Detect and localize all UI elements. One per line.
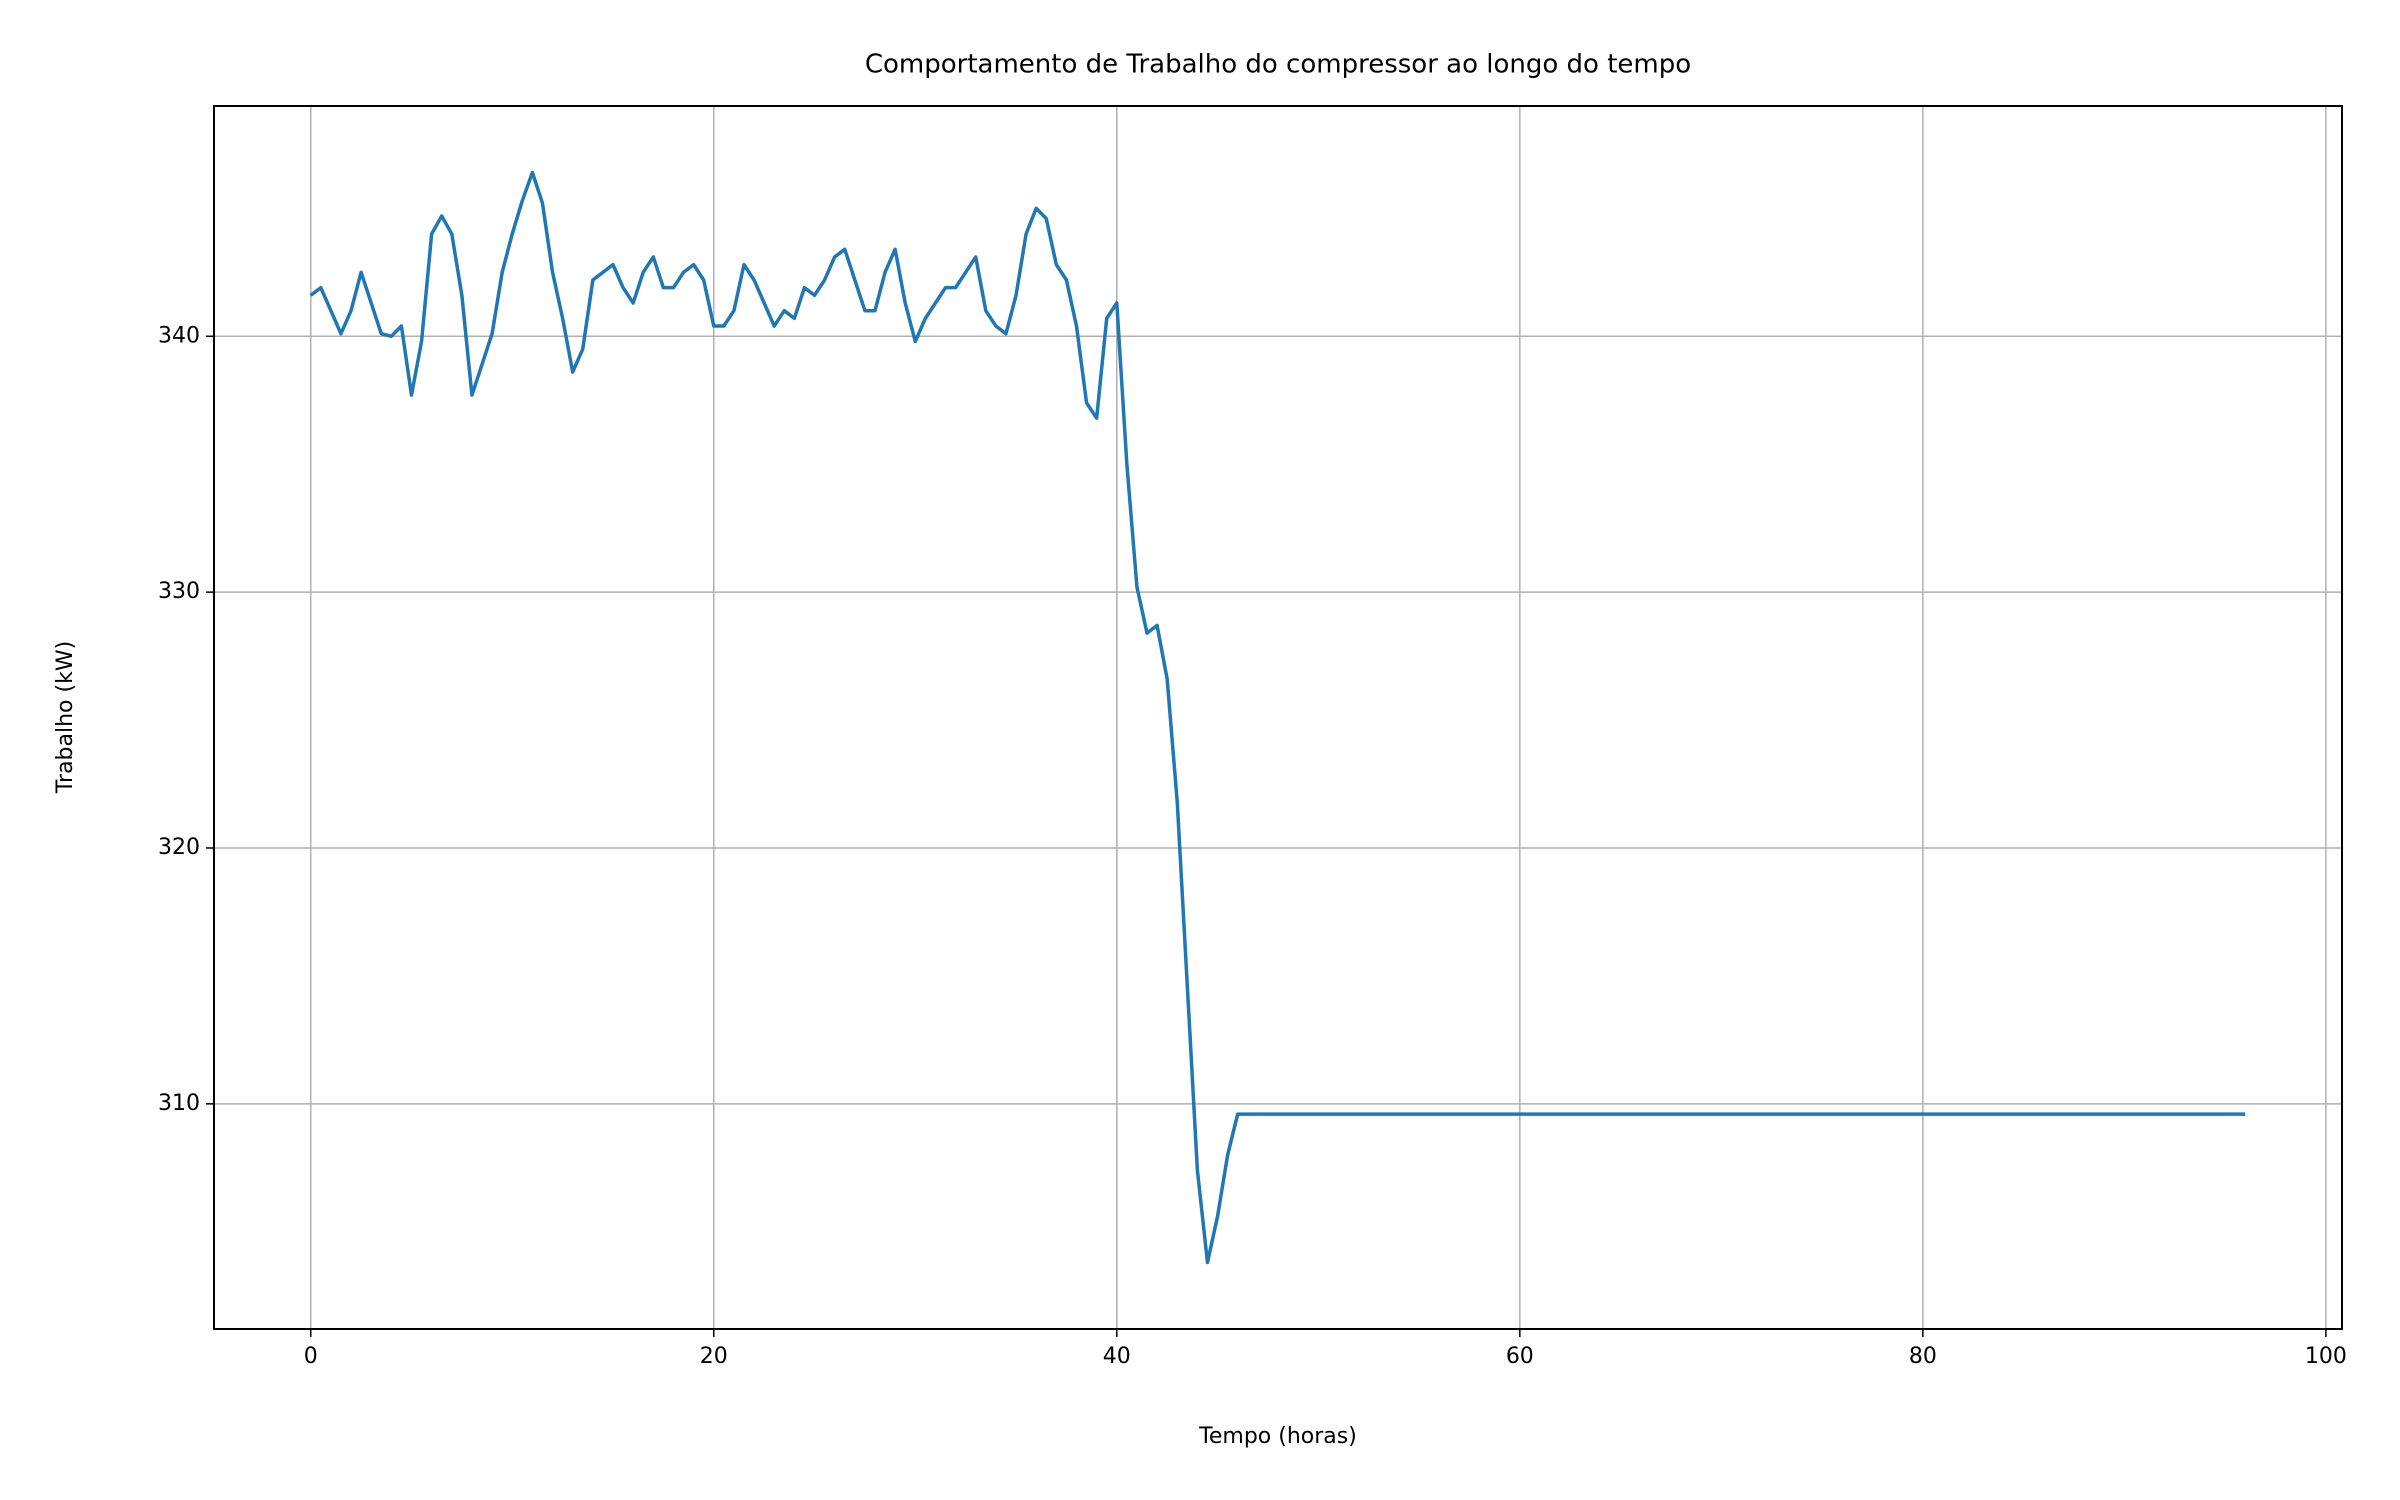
data-line — [309, 170, 2246, 1265]
x-axis-label: Tempo (horas) — [1198, 1424, 1357, 1449]
x-tick-label: 0 — [304, 1344, 318, 1369]
y-tick-label: 340 — [158, 323, 200, 348]
x-tick-label: 60 — [1506, 1344, 1534, 1369]
y-tick-label: 310 — [158, 1091, 200, 1116]
x-tick-label: 100 — [2305, 1344, 2347, 1369]
x-tick-label: 40 — [1103, 1344, 1131, 1369]
chart-title: Comportamento de Trabalho do compressor … — [865, 50, 1691, 80]
plot-frame — [213, 105, 2343, 1330]
y-axis-label: Trabalho (kW) — [53, 641, 78, 794]
x-tick-label: 80 — [1909, 1344, 1937, 1369]
y-tick-label: 320 — [158, 835, 200, 860]
y-tick-label: 330 — [158, 579, 200, 604]
x-tick-label: 20 — [700, 1344, 728, 1369]
